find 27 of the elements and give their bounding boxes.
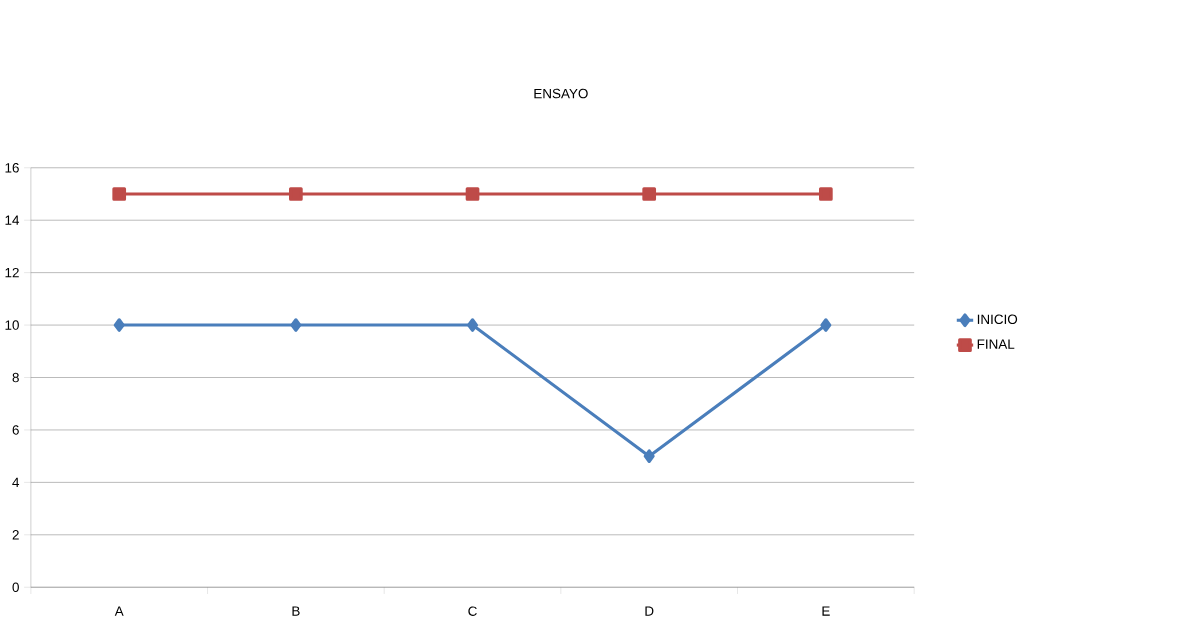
y-tick-label: 2 bbox=[12, 530, 19, 540]
x-tick-label: B bbox=[292, 606, 300, 616]
legend-label: INICIO bbox=[977, 314, 1018, 325]
point bbox=[290, 318, 302, 332]
y-tick-label: 4 bbox=[12, 477, 20, 487]
x-tick-label: D bbox=[645, 606, 654, 616]
point bbox=[820, 318, 832, 332]
point bbox=[465, 187, 480, 201]
x-tick-label: C bbox=[468, 606, 477, 616]
y-tick-label: 6 bbox=[12, 425, 19, 435]
y-tick-label: 8 bbox=[12, 372, 19, 383]
point bbox=[819, 187, 833, 201]
y-tick-label: 12 bbox=[5, 267, 19, 278]
point bbox=[113, 318, 125, 332]
x-tick-label: E bbox=[822, 606, 830, 616]
x-tick-label: A bbox=[114, 606, 124, 616]
point bbox=[112, 187, 127, 201]
point bbox=[642, 187, 657, 201]
point bbox=[643, 449, 655, 463]
y-tick-label: 10 bbox=[5, 320, 19, 330]
chart-title: ENSAYO bbox=[534, 88, 588, 99]
legend-label: FINAL bbox=[977, 339, 1015, 349]
y-tick-label: 16 bbox=[5, 162, 19, 173]
point bbox=[289, 187, 303, 201]
point bbox=[467, 318, 479, 332]
y-tick-label: 14 bbox=[5, 215, 20, 225]
y-tick-label: 0 bbox=[12, 582, 19, 592]
